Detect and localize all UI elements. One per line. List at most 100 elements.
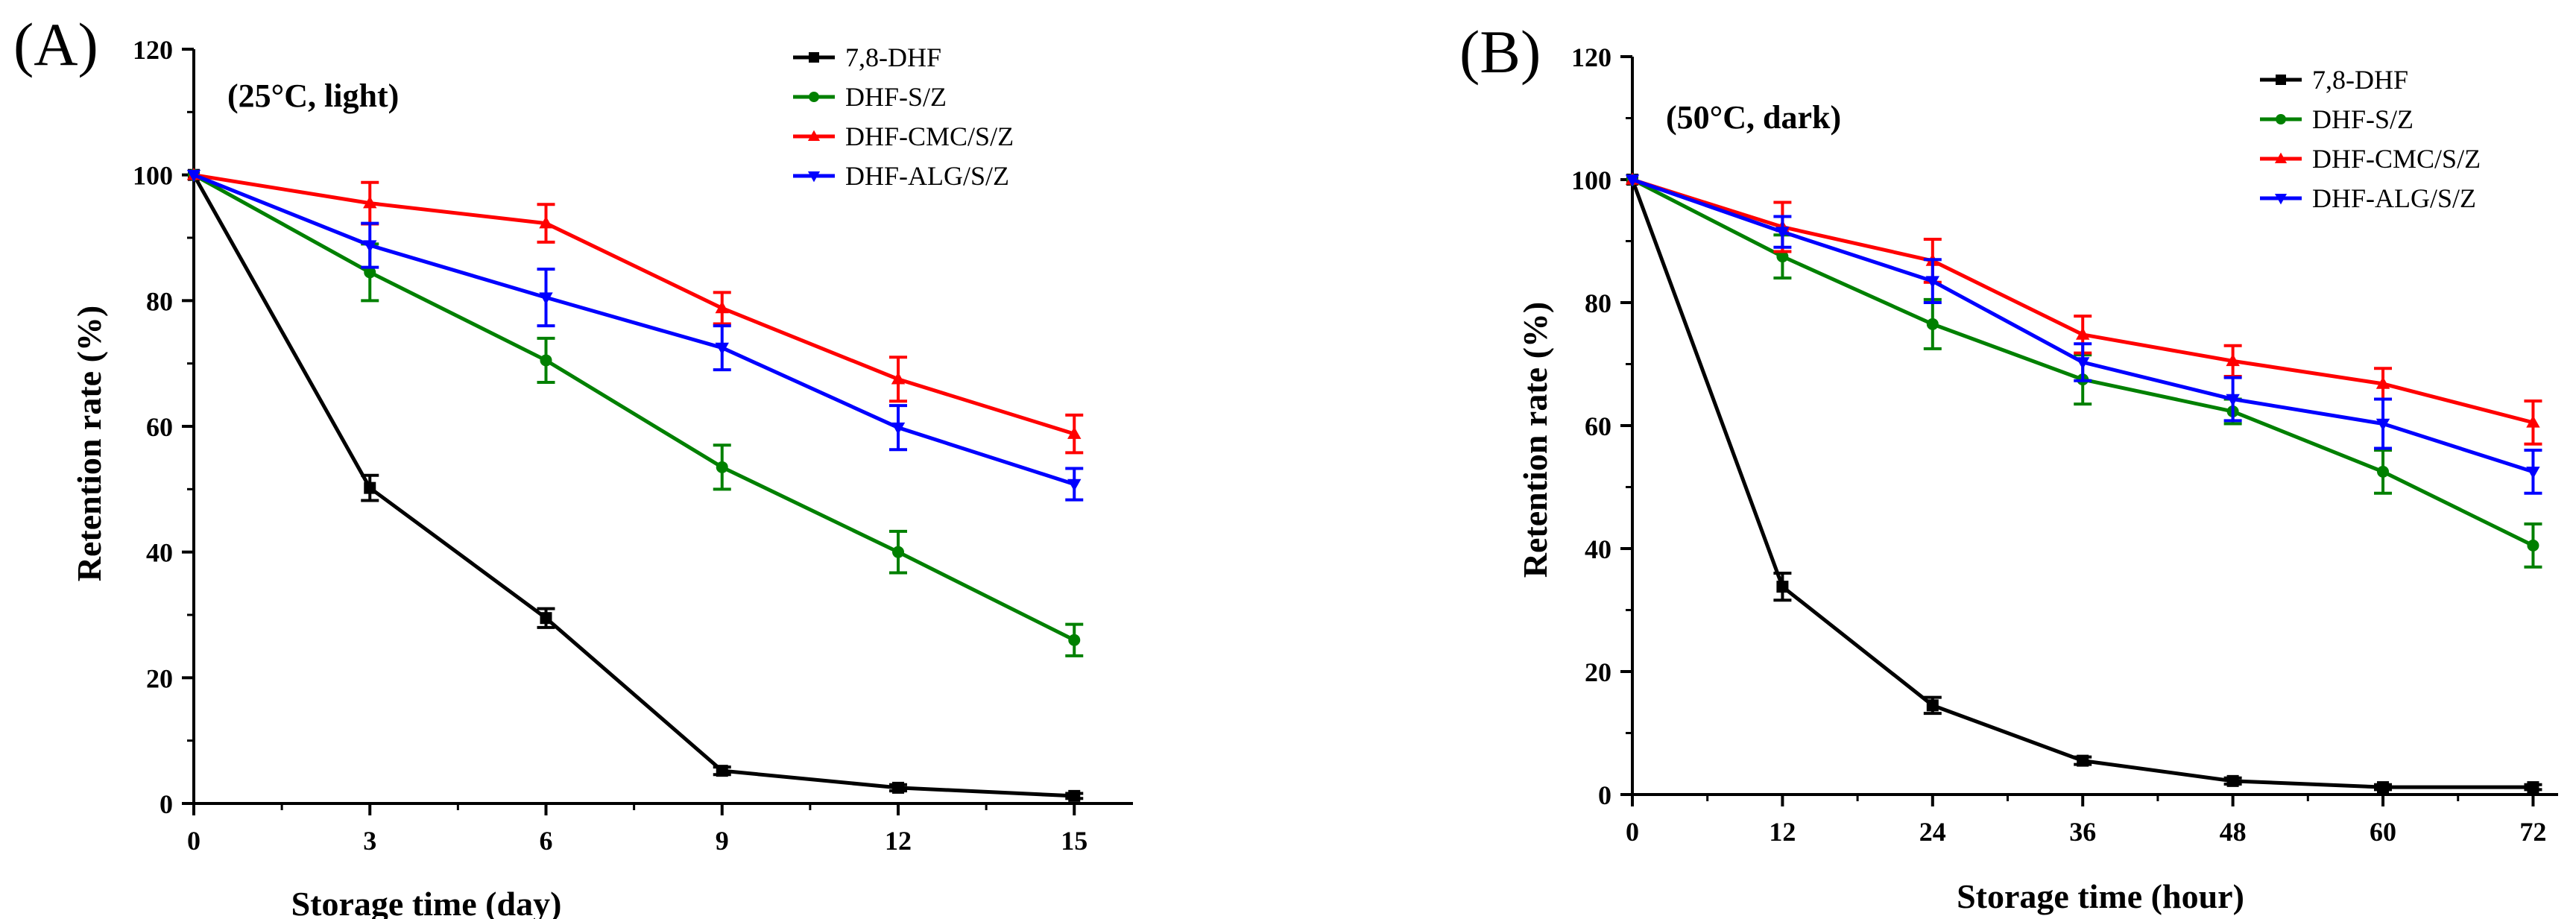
legend-marker (809, 52, 819, 63)
data-point (715, 342, 729, 356)
data-point (540, 354, 552, 367)
x-tick-label: 6 (540, 826, 553, 856)
x-tick-label: 60 (2370, 817, 2396, 847)
x-tick-label: 12 (1769, 817, 1796, 847)
x-tick-label: 0 (187, 826, 201, 856)
data-point (539, 216, 553, 229)
data-point (539, 292, 553, 305)
y-tick-label: 60 (1585, 411, 1611, 441)
panel-label-b: (B) (1459, 18, 1541, 86)
legend-marker (807, 171, 821, 183)
data-point (2077, 754, 2089, 767)
chart-panel-a: (A) (25°C, light) Storage time (day) Ret… (13, 10, 1133, 919)
legend-item: DHF-S/Z (793, 82, 947, 112)
legend-label: DHF-S/Z (845, 82, 947, 112)
x-tick-label: 0 (1626, 817, 1639, 847)
x-tick-label: 15 (1061, 826, 1087, 856)
data-point (2527, 539, 2539, 552)
series-dhf-alg-s-z (1625, 174, 2542, 495)
x-axis-title-b: Storage time (hour) (1957, 877, 2244, 915)
data-point (2076, 357, 2090, 370)
legend-label: DHF-CMC/S/Z (2312, 144, 2481, 174)
y-tick-label: 60 (146, 412, 173, 442)
data-point (2526, 467, 2540, 479)
series-line (193, 173, 1075, 436)
data-point (1776, 581, 1789, 593)
series-line (1630, 179, 2534, 789)
x-axis-title-a: Storage time (day) (291, 885, 562, 919)
series-dhf-alg-s-z (186, 169, 1084, 502)
legend-marker (2274, 194, 2288, 205)
data-point (363, 240, 377, 253)
legend-marker (2276, 114, 2286, 124)
y-tick-label: 100 (1571, 165, 1611, 195)
data-point (2527, 781, 2539, 794)
data-point (1067, 426, 1082, 439)
legend-item: DHF-ALG/S/Z (2260, 183, 2476, 213)
legend-label: DHF-CMC/S/Z (845, 121, 1014, 151)
series-line (193, 173, 1076, 486)
data-point (2375, 376, 2390, 389)
x-tick-label: 72 (2519, 817, 2546, 847)
y-tick-label: 0 (1598, 780, 1611, 810)
y-tick-label: 20 (146, 663, 173, 693)
data-point (2076, 327, 2090, 340)
series-line (192, 173, 1076, 642)
y-tick-label: 100 (133, 161, 173, 191)
data-point (892, 546, 904, 558)
panel-label-a: (A) (13, 10, 98, 78)
legend-label: DHF-ALG/S/Z (845, 161, 1009, 191)
y-tick-label: 40 (146, 538, 173, 568)
data-point (2377, 465, 2390, 478)
series-layer-a (186, 168, 1084, 802)
data-point (2226, 353, 2240, 367)
y-tick-label: 80 (1585, 288, 1611, 318)
legend-label: DHF-ALG/S/Z (2312, 183, 2476, 213)
legend-item: DHF-S/Z (2260, 104, 2414, 134)
data-point (1776, 250, 1789, 263)
data-point (1775, 227, 1790, 239)
legend-label: 7,8-DHF (845, 42, 941, 72)
data-point (715, 300, 729, 314)
legend-marker (2276, 75, 2286, 85)
legend-item: DHF-CMC/S/Z (2260, 144, 2481, 174)
data-point (2377, 781, 2390, 794)
x-tick-label: 36 (2069, 817, 2096, 847)
data-point (1068, 634, 1081, 646)
data-point (364, 481, 376, 494)
data-point (1925, 276, 1940, 288)
y-tick-label: 120 (1571, 42, 1611, 72)
series-dhf-cmc-s-z (186, 168, 1084, 455)
x-tick-label: 48 (2220, 817, 2247, 847)
series-7-8-dhf (188, 168, 1084, 802)
chart-panel-b: (B) (50°C, dark) Storage time (hour) Ret… (1459, 18, 2558, 915)
x-tick-label: 24 (1919, 817, 1946, 847)
data-point (2226, 774, 2239, 787)
legend-item: 7,8-DHF (2260, 65, 2408, 95)
legend-item: DHF-ALG/S/Z (793, 161, 1009, 191)
axes-a: 0 20 40 60 80 100 120 0 3 6 9 12 15 (133, 35, 1133, 856)
y-tick-label: 0 (160, 789, 173, 819)
y-axis-title-b: Retention rate (%) (1516, 302, 1554, 578)
y-tick-label: 120 (133, 35, 173, 65)
x-tick-label: 9 (716, 826, 729, 856)
series-layer-b (1625, 172, 2542, 794)
legend-marker (809, 92, 819, 102)
chart-subtitle-b: (50°C, dark) (1666, 99, 1841, 136)
data-point (2526, 415, 2540, 428)
y-axis-title-a: Retention rate (%) (70, 306, 108, 581)
data-point (540, 612, 552, 625)
data-point (186, 169, 201, 183)
data-point (1067, 479, 1082, 492)
legend-label: 7,8-DHF (2312, 65, 2408, 95)
data-point (892, 781, 904, 794)
y-tick-label: 40 (1585, 534, 1611, 564)
data-point (363, 196, 377, 209)
data-point (1625, 174, 1640, 187)
legend-label: DHF-S/Z (2312, 104, 2414, 134)
data-point (891, 422, 906, 435)
legend-marker (2274, 152, 2288, 163)
legend-a: 7,8-DHF DHF-S/Z DHF-CMC/S/Z DHF-ALG/S/Z (793, 42, 1014, 191)
y-tick-label: 20 (1585, 657, 1611, 687)
x-tick-label: 3 (363, 826, 376, 856)
